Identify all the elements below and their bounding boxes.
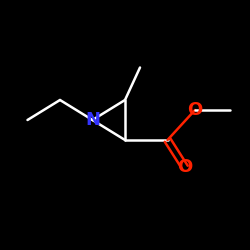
Text: O: O: [178, 158, 192, 176]
Text: N: N: [85, 111, 100, 129]
Text: O: O: [188, 101, 202, 119]
